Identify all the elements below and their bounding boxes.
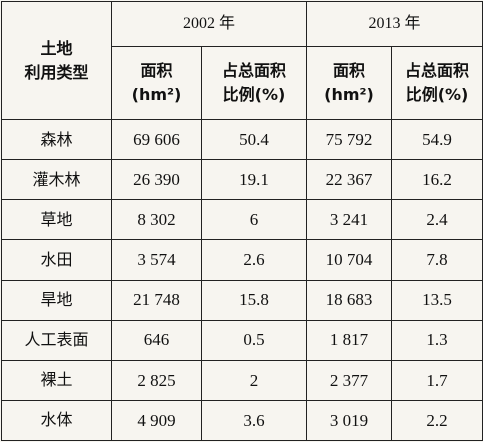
value-cell: 3.6 (200, 399, 308, 442)
value-cell: 19.1 (200, 159, 308, 201)
value-cell: 3 241 (306, 199, 393, 241)
value-cell: 75 792 (306, 119, 393, 161)
value-cell: 1.7 (391, 359, 483, 401)
value-cell: 2 825 (111, 359, 202, 401)
value-cell: 13.5 (391, 279, 483, 321)
data-row: 水田 3 574 2.6 10 704 7.8 (1, 239, 483, 281)
row-label: 裸土 (1, 359, 112, 401)
value-cell: 1 817 (306, 319, 393, 361)
value-cell: 54.9 (391, 119, 483, 161)
value-cell: 10 704 (306, 239, 393, 281)
value-cell: 18 683 (306, 279, 393, 321)
row-label: 水体 (1, 399, 112, 442)
data-row: 森林 69 606 50.4 75 792 54.9 (1, 119, 483, 161)
value-cell: 2 377 (306, 359, 393, 401)
value-cell: 6 (200, 199, 308, 241)
value-cell: 2.6 (200, 239, 308, 281)
value-cell: 16.2 (391, 159, 483, 201)
year-header: 2013 年 (306, 0, 483, 48)
column-header: 面积 (hm²) (111, 46, 202, 121)
value-cell: 646 (111, 319, 202, 361)
data-row: 水体 4 909 3.6 3 019 2.2 (1, 399, 483, 442)
column-header-line: 占总面积 (222, 61, 287, 81)
column-header-line: 比例(%) (222, 85, 286, 105)
value-cell: 7.8 (391, 239, 483, 281)
value-cell: 0.5 (200, 319, 308, 361)
column-header: 面积 (hm²) (306, 46, 393, 121)
row-label: 人工表面 (1, 319, 112, 361)
value-cell: 8 302 (111, 199, 202, 241)
column-header: 占总面积比例(%) (391, 46, 483, 121)
value-cell: 3 019 (306, 399, 393, 442)
data-row: 裸土 2 825 2 2 377 1.7 (1, 359, 483, 401)
column-header-line: (hm²) (131, 85, 182, 105)
corner-cell: 土地 利用类型 (1, 0, 112, 121)
value-cell: 69 606 (111, 119, 202, 161)
value-cell: 3 574 (111, 239, 202, 281)
value-cell: 4 909 (111, 399, 202, 442)
value-cell: 26 390 (111, 159, 202, 201)
data-row: 灌木林 26 390 19.1 22 367 16.2 (1, 159, 483, 201)
column-header-line: (hm²) (324, 85, 374, 105)
row-label: 旱地 (1, 279, 112, 321)
subheader-row: 面积 (hm²) 占总面积比例(%) 面积 (hm²) 占总面积比例(%) (2, 46, 483, 121)
column-header-line: 比例(%) (405, 85, 469, 105)
row-label: 灌木林 (1, 159, 112, 201)
column-header-line: 占总面积 (405, 61, 470, 81)
header-row: 土地 利用类型 2002 年 2013 年 (1, 0, 483, 121)
data-row: 草地 8 302 6 3 241 2.4 (1, 199, 483, 241)
corner-line: 土地 (40, 38, 73, 58)
year-header: 2002 年 (110, 0, 308, 48)
row-label: 森林 (1, 119, 112, 161)
value-cell: 2 (200, 359, 308, 401)
value-cell: 2.2 (391, 399, 483, 442)
corner-line: 利用类型 (24, 62, 89, 82)
data-row: 旱地 21 748 15.8 18 683 13.5 (1, 279, 483, 321)
row-label: 水田 (1, 239, 112, 281)
value-cell: 21 748 (111, 279, 202, 321)
value-cell: 1.3 (391, 319, 483, 361)
row-label: 草地 (1, 199, 112, 241)
column-header: 占总面积比例(%) (200, 46, 308, 121)
value-cell: 15.8 (200, 279, 308, 321)
column-header-line: 面积 (333, 61, 366, 81)
value-cell: 22 367 (306, 159, 393, 201)
value-cell: 2.4 (391, 199, 483, 241)
data-row: 人工表面 646 0.5 1 817 1.3 (1, 319, 483, 361)
value-cell: 50.4 (200, 119, 308, 161)
column-header-line: 面积 (140, 61, 173, 81)
